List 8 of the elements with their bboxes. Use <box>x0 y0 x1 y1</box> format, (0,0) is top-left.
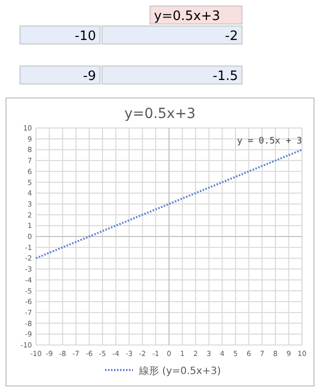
text: y=0.5x+3 <box>154 9 220 24</box>
text: -2 <box>225 29 238 44</box>
text: -1.5 <box>212 69 238 84</box>
chart-title: y=0.5x+3 <box>124 106 196 122</box>
text: -9 <box>83 69 96 84</box>
annotation: y = 0.5x + 3 <box>236 136 302 147</box>
legend-label: 線形 (y=0.5x+3) <box>138 366 221 377</box>
text: -10 <box>74 29 96 44</box>
